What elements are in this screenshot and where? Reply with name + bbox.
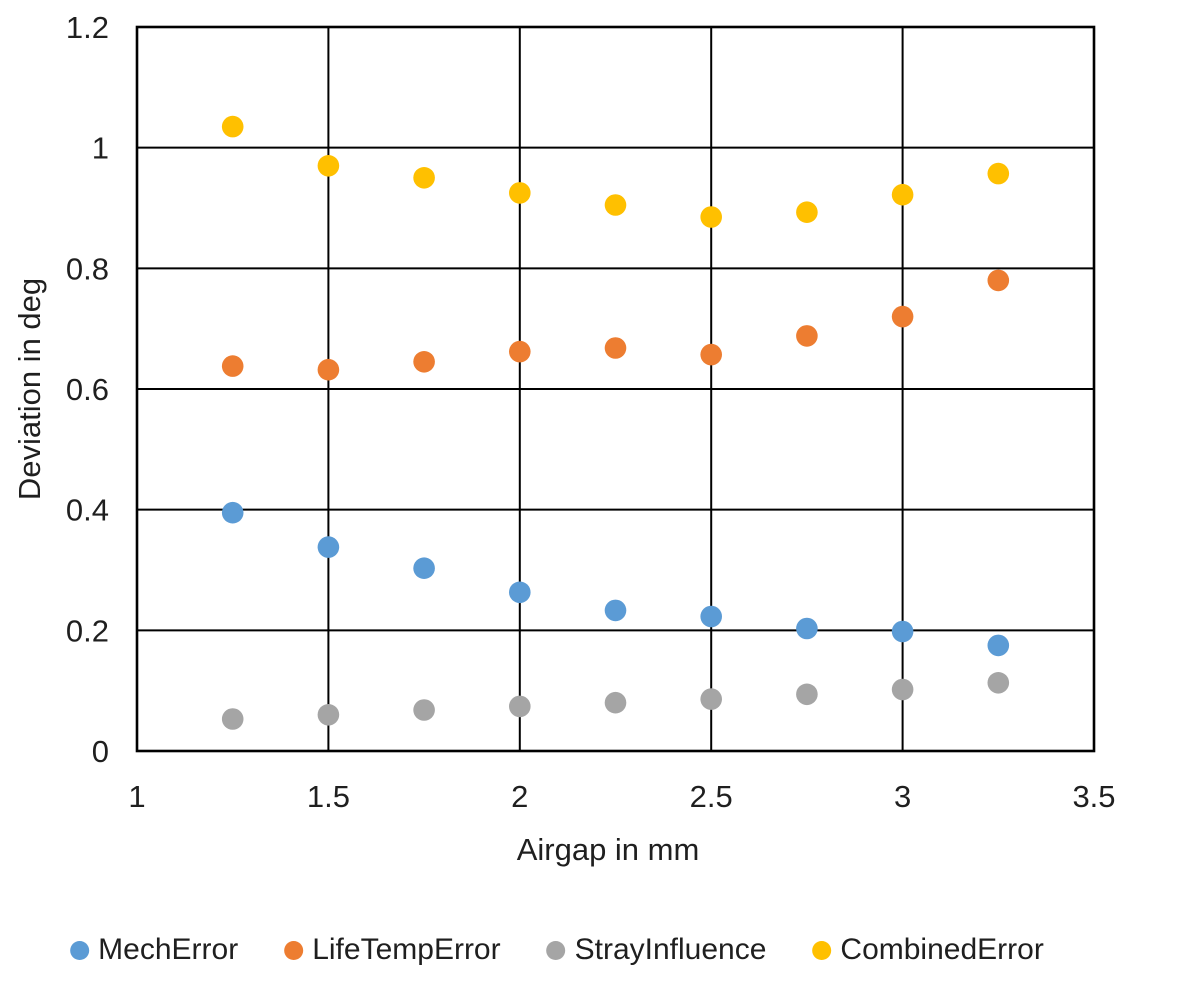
- y-tick-label: 0.8: [66, 251, 109, 286]
- data-point-CombinedError: [413, 167, 435, 189]
- y-tick-label: 1: [92, 131, 109, 166]
- y-tick-label: 0.2: [66, 613, 109, 648]
- x-tick-label: 2.5: [690, 779, 733, 814]
- y-tick-label: 0.4: [66, 493, 109, 528]
- data-point-LifeTempError: [796, 325, 818, 347]
- data-point-CombinedError: [509, 182, 531, 204]
- data-point-MechError: [891, 620, 914, 643]
- x-tick-label: 1: [128, 779, 145, 814]
- data-point-CombinedError: [796, 201, 818, 223]
- legend-item-CombinedError: CombinedError: [812, 933, 1044, 967]
- data-point-CombinedError: [700, 206, 722, 228]
- data-point-CombinedError: [891, 183, 914, 206]
- x-tick-label: 3.5: [1072, 779, 1115, 814]
- y-tick-label: 1.2: [66, 10, 109, 45]
- legend-label: MechError: [98, 933, 239, 966]
- data-point-LifeTempError: [700, 343, 722, 366]
- data-point-LifeTempError: [221, 355, 244, 377]
- data-point-CombinedError: [987, 162, 1010, 185]
- data-point-MechError: [796, 617, 818, 640]
- data-point-CombinedError: [604, 194, 627, 216]
- y-tick-label: 0: [92, 734, 109, 769]
- data-point-MechError: [413, 557, 435, 579]
- data-point-StrayInfluence: [796, 683, 818, 706]
- legend: MechError LifeTempError StrayInfluence Comb…: [70, 933, 1044, 967]
- data-point-StrayInfluence: [604, 691, 627, 714]
- data-point-MechError: [987, 634, 1010, 657]
- x-tick-label: 3: [894, 779, 911, 814]
- data-point-StrayInfluence: [891, 678, 914, 701]
- data-point-StrayInfluence: [413, 699, 435, 721]
- data-point-MechError: [509, 581, 531, 604]
- data-point-StrayInfluence: [317, 704, 340, 726]
- data-point-StrayInfluence: [221, 708, 244, 730]
- data-point-MechError: [317, 536, 340, 558]
- data-point-LifeTempError: [413, 351, 435, 373]
- legend-dot-icon: [284, 940, 304, 960]
- y-tick-label: 0.6: [66, 372, 109, 407]
- legend-dot-icon: [812, 940, 832, 960]
- data-point-StrayInfluence: [700, 688, 722, 710]
- data-point-LifeTempError: [987, 269, 1010, 292]
- plot-border: [135, 25, 1096, 753]
- legend-dot-icon: [70, 940, 90, 960]
- data-point-LifeTempError: [604, 337, 627, 359]
- x-axis-title: Airgap in mm: [516, 832, 700, 867]
- data-point-StrayInfluence: [509, 695, 531, 718]
- y-axis-title: Deviation in deg: [12, 277, 47, 501]
- legend-dot-icon: [546, 940, 566, 960]
- data-point-StrayInfluence: [987, 672, 1010, 694]
- legend-label: StrayInfluence: [574, 933, 767, 966]
- legend-item-MechError: MechError: [70, 933, 238, 967]
- data-point-MechError: [604, 599, 627, 622]
- legend-item-LifeTempError: LifeTempError: [284, 933, 501, 967]
- data-point-LifeTempError: [317, 358, 340, 381]
- data-point-CombinedError: [221, 115, 244, 138]
- data-point-LifeTempError: [891, 305, 914, 328]
- data-point-CombinedError: [317, 155, 340, 177]
- x-tick-label: 2: [511, 779, 528, 814]
- legend-item-StrayInfluence: StrayInfluence: [546, 933, 767, 967]
- data-point-LifeTempError: [509, 340, 531, 363]
- data-point-MechError: [221, 501, 244, 524]
- x-tick-label: 1.5: [307, 779, 350, 814]
- legend-label: CombinedError: [840, 933, 1044, 966]
- data-point-MechError: [700, 605, 722, 628]
- legend-label: LifeTempError: [312, 933, 501, 966]
